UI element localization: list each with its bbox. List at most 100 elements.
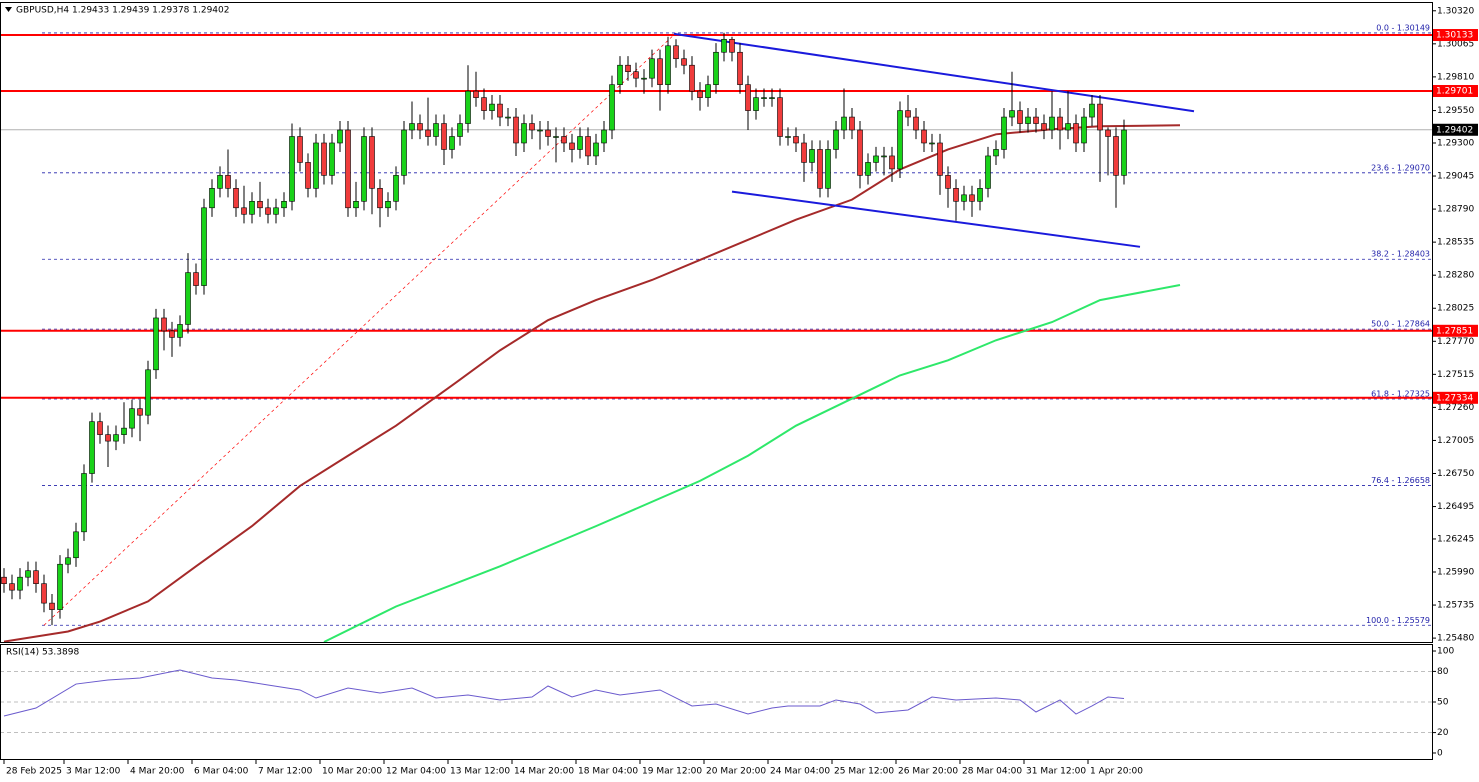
candle-body	[961, 194, 967, 202]
candle-body	[161, 317, 167, 332]
candle-body	[1057, 116, 1063, 131]
symbol-icon	[5, 7, 12, 12]
candle-body	[633, 71, 639, 79]
y-tick-label: 1.25480	[1437, 634, 1474, 644]
level-label: 1.29701	[1436, 87, 1473, 97]
candle-body	[33, 570, 39, 584]
candle-body	[657, 58, 663, 85]
candle-body	[865, 162, 871, 176]
candle-body	[385, 201, 391, 209]
candle-body	[873, 155, 879, 163]
candle-body	[777, 97, 783, 137]
candle-body	[1065, 123, 1071, 131]
candle-body	[1121, 129, 1127, 176]
x-tick-label: 10 Mar 20:00	[322, 767, 382, 777]
candle-body	[465, 90, 471, 124]
y-tick-label: 1.25735	[1437, 601, 1474, 611]
candle-body	[193, 272, 199, 286]
candle-body	[721, 38, 727, 53]
x-tick-label: 13 Mar 12:00	[450, 767, 510, 777]
candle-body	[1001, 116, 1007, 150]
y-tick-label: 1.26245	[1437, 534, 1474, 544]
candle-body	[1073, 123, 1079, 144]
y-tick-label: 1.29300	[1437, 138, 1474, 148]
plot-layer: 1.30320 1.30065 1.29810 1.29550 1.29300 1.290…	[0, 6, 1478, 777]
candle-body	[913, 116, 919, 131]
y-tick-label: 1.28280	[1437, 271, 1474, 281]
candle-body	[1009, 110, 1015, 118]
x-tick-label: 4 Mar 20:00	[130, 767, 185, 777]
candle-body	[649, 58, 655, 79]
y-tick-label: 50	[1437, 698, 1449, 708]
y-tick-label: 20	[1437, 728, 1449, 738]
candle-body	[81, 473, 87, 533]
candle-body	[585, 136, 591, 157]
candle-body	[1089, 103, 1095, 118]
candle-body	[409, 123, 415, 131]
candle-body	[473, 90, 479, 98]
candle-body	[665, 45, 671, 85]
rsi-line	[3, 669, 1125, 717]
candle-body	[521, 123, 527, 144]
candle-body	[729, 38, 735, 53]
candle-body	[977, 188, 983, 202]
level-label-box	[1433, 85, 1478, 98]
fib-diagonal	[43, 32, 677, 626]
x-tick-label: 3 Mar 12:00	[66, 767, 121, 777]
candle-body	[801, 142, 807, 163]
y-tick-label: 1.29045	[1437, 172, 1474, 182]
y-tick-label: 80	[1437, 667, 1449, 677]
candle-body	[1113, 136, 1119, 176]
candle-body	[209, 188, 215, 209]
trendline	[673, 32, 1195, 113]
fib-label: 0.0 - 1.30149	[1376, 23, 1430, 32]
candle-body	[249, 201, 255, 215]
candle-body	[425, 129, 431, 137]
candle-body	[1, 576, 7, 584]
candle-body	[513, 116, 519, 144]
rsi-title: RSI(14) 53.3898	[6, 648, 79, 658]
candle-body	[441, 123, 447, 150]
x-tick-label: 1 Apr 20:00	[1090, 767, 1143, 777]
x-tick-label: 12 Mar 04:00	[386, 767, 446, 777]
x-tick-label: 28 Mar 04:00	[962, 767, 1022, 777]
candle-body	[369, 136, 375, 189]
candle-body	[297, 136, 303, 163]
candle-body	[233, 188, 239, 209]
x-tick-label: 20 Mar 20:00	[706, 767, 766, 777]
fib-label: 38.2 - 1.28403	[1371, 250, 1430, 259]
level-label: 1.27334	[1436, 393, 1473, 403]
y-tick-label: 1.30065	[1437, 39, 1474, 49]
x-tick-label: 18 Mar 04:00	[578, 767, 638, 777]
candle-body	[841, 116, 847, 131]
x-tick-label: 6 Mar 04:00	[194, 767, 249, 777]
candle-body	[609, 84, 615, 131]
candle-body	[41, 583, 47, 604]
candle-body	[281, 201, 287, 209]
candle-body	[537, 129, 543, 132]
candle-body	[673, 45, 679, 60]
candle-body	[201, 207, 207, 286]
candle-body	[1033, 116, 1039, 124]
candle-body	[681, 58, 687, 66]
candle-body	[481, 97, 487, 111]
candle-body	[857, 129, 863, 176]
candle-body	[625, 64, 631, 72]
candle-body	[833, 129, 839, 150]
candle-body	[393, 175, 399, 202]
candle-body	[353, 201, 359, 209]
last-price-box	[1433, 123, 1478, 136]
candle-body	[489, 103, 495, 111]
y-tick-label: 1.28535	[1437, 238, 1474, 248]
candle-body	[17, 576, 23, 591]
y-tick-label: 0	[1437, 748, 1443, 758]
y-tick-label: 1.26750	[1437, 469, 1474, 479]
candle-body	[313, 142, 319, 189]
y-tick-label: 100	[1437, 647, 1454, 657]
candle-body	[993, 149, 999, 157]
y-tick-label: 1.27515	[1437, 370, 1474, 380]
candle-body	[1097, 103, 1103, 131]
x-tick-label: 7 Mar 12:00	[258, 767, 313, 777]
candle-body	[641, 77, 647, 80]
